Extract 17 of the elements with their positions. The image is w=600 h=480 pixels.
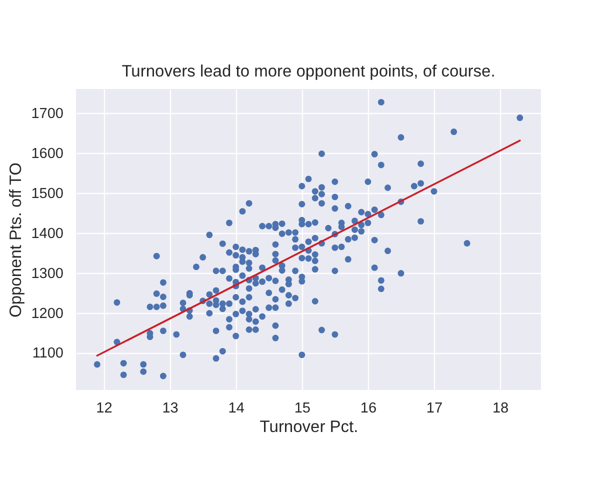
y-tick-label: 1200 xyxy=(31,306,64,322)
chart-title: Turnovers lead to more opponent points, of course. xyxy=(122,62,496,80)
x-tick-label: 16 xyxy=(360,400,377,416)
x-tick-label: 12 xyxy=(96,400,112,416)
y-tick-label: 1600 xyxy=(31,146,64,162)
x-tick-label: 17 xyxy=(426,400,443,416)
y-tick-label: 1300 xyxy=(31,266,64,282)
x-tick-label: 13 xyxy=(162,400,178,416)
y-tick-label: 1100 xyxy=(32,346,64,362)
x-tick-label: 14 xyxy=(228,400,244,416)
y-tick-label: 1400 xyxy=(31,226,64,242)
y-tick-label: 1500 xyxy=(31,186,64,202)
x-tick-label: 18 xyxy=(492,400,509,416)
y-tick-label: 1700 xyxy=(31,106,64,122)
y-axis-title: Opponent Pts. off TO xyxy=(7,162,26,318)
x-axis-title: Turnover Pct. xyxy=(260,418,358,436)
x-tick-label: 15 xyxy=(294,400,310,416)
